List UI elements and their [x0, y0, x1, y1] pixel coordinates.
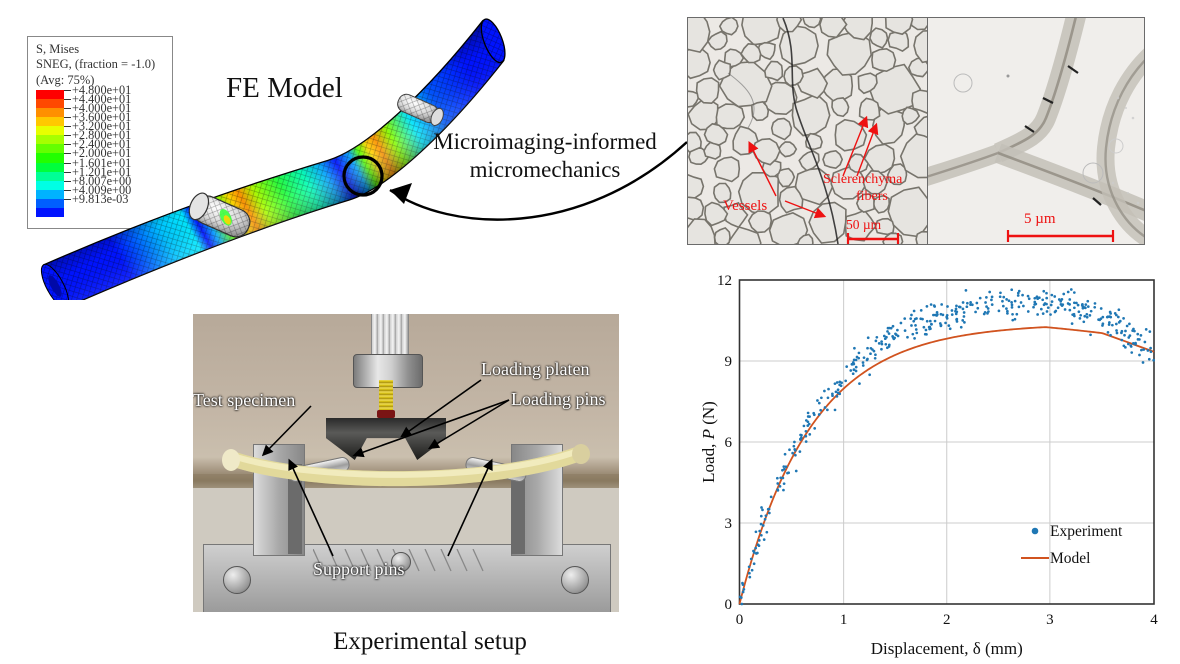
svg-text:50 µm: 50 µm [846, 217, 882, 232]
svg-text:Load, P (N): Load, P (N) [700, 401, 718, 483]
svg-text:0: 0 [725, 597, 733, 613]
svg-text:6: 6 [725, 435, 733, 451]
svg-text:5 µm: 5 µm [1024, 211, 1056, 227]
svg-text:Sclerenchyma: Sclerenchyma [823, 172, 903, 187]
svg-text:3: 3 [1046, 612, 1054, 628]
svg-text:Vessels: Vessels [723, 198, 767, 214]
svg-text:2: 2 [943, 612, 951, 628]
svg-text:4: 4 [1150, 612, 1158, 628]
svg-text:0: 0 [736, 612, 744, 628]
svg-text:3: 3 [725, 516, 733, 532]
svg-text:12: 12 [717, 273, 732, 289]
svg-text:1: 1 [840, 612, 848, 628]
svg-text:9: 9 [725, 354, 733, 370]
svg-text:Model: Model [1050, 550, 1090, 567]
svg-text:Experiment: Experiment [1050, 523, 1123, 540]
svg-text:fibers: fibers [856, 189, 888, 204]
svg-text:Displacement, δ (mm): Displacement, δ (mm) [871, 639, 1023, 658]
